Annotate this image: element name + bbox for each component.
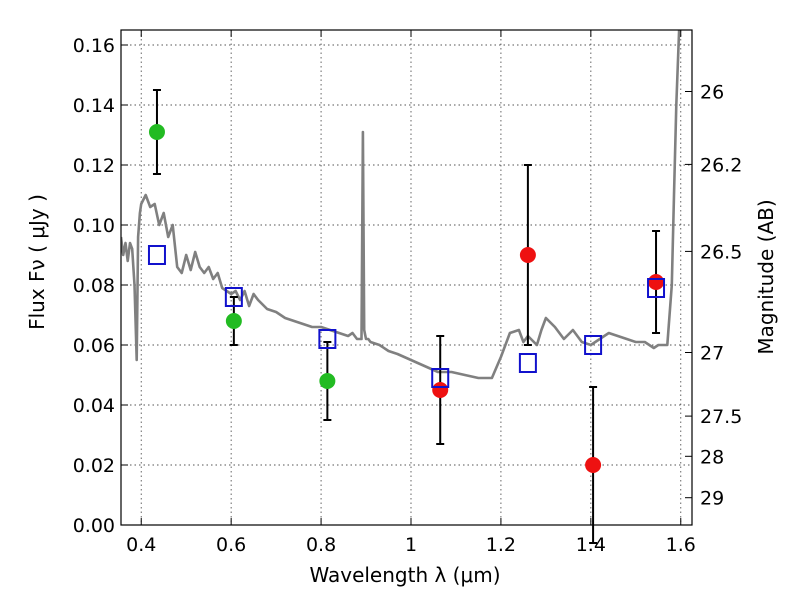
y-tick-label: 0.12 — [73, 155, 115, 177]
model-spectrum — [121, 30, 681, 380]
x-tick-label: 0.8 — [306, 534, 336, 556]
y-tick-label: 0.10 — [73, 215, 115, 237]
data-point-green — [319, 373, 336, 389]
plot-frame — [120, 29, 693, 526]
data-point-red — [519, 247, 536, 263]
y-tick-label: 0.14 — [73, 95, 115, 117]
axis-ticks — [121, 30, 692, 526]
model-photometry-square — [584, 335, 603, 355]
y-tick-label: 0.00 — [73, 515, 115, 537]
model-photometry-square — [147, 245, 166, 265]
y2-tick-label: 26.5 — [700, 241, 742, 263]
y2-tick-label: 26 — [700, 82, 724, 104]
data-points — [147, 124, 666, 473]
x-tick-label: 1.6 — [666, 534, 696, 556]
model-photometry-square — [224, 287, 243, 307]
x-tick-label: 1 — [405, 534, 417, 556]
x-tick-label: 0.4 — [126, 534, 156, 556]
y-tick-label: 0.06 — [73, 335, 115, 357]
x-tick-label: 0.6 — [216, 534, 246, 556]
model-photometry-square — [318, 329, 337, 349]
y-axis-label: Flux Fν ( μJy ) — [25, 194, 49, 330]
y2-tick-label: 29 — [700, 488, 724, 510]
x-tick-label: 1.2 — [486, 534, 516, 556]
data-point-red — [648, 274, 665, 290]
y-tick-label: 0.08 — [73, 275, 115, 297]
model-photometry-square — [647, 278, 666, 298]
x-tick-label: 1.4 — [576, 534, 606, 556]
y2-tick-label: 28 — [700, 446, 724, 468]
x-axis-label: Wavelength λ (μm) — [309, 563, 500, 587]
y-tick-label: 0.02 — [73, 455, 115, 477]
y-tick-label: 0.16 — [73, 35, 115, 57]
y2-tick-label: 26.2 — [700, 154, 742, 176]
spectrum-line — [121, 30, 681, 380]
data-point-green — [225, 313, 242, 329]
data-point-red — [432, 382, 449, 398]
tick-labels: 0.4 0.6 0.8 1 1.2 1.4 1.6 0.00 0.02 0.04 0.06 0.08 0… — [73, 35, 743, 556]
model-photometry-square — [518, 353, 537, 373]
grid — [121, 30, 692, 526]
model-photometry-square — [431, 368, 450, 388]
y-tick-label: 0.04 — [73, 395, 115, 417]
data-point-green — [148, 124, 165, 140]
y2-axis-label: Magnitude (AB) — [754, 199, 778, 354]
data-point-red — [585, 457, 602, 473]
y2-tick-label: 27 — [700, 343, 724, 365]
y2-tick-label: 27.5 — [700, 406, 742, 428]
